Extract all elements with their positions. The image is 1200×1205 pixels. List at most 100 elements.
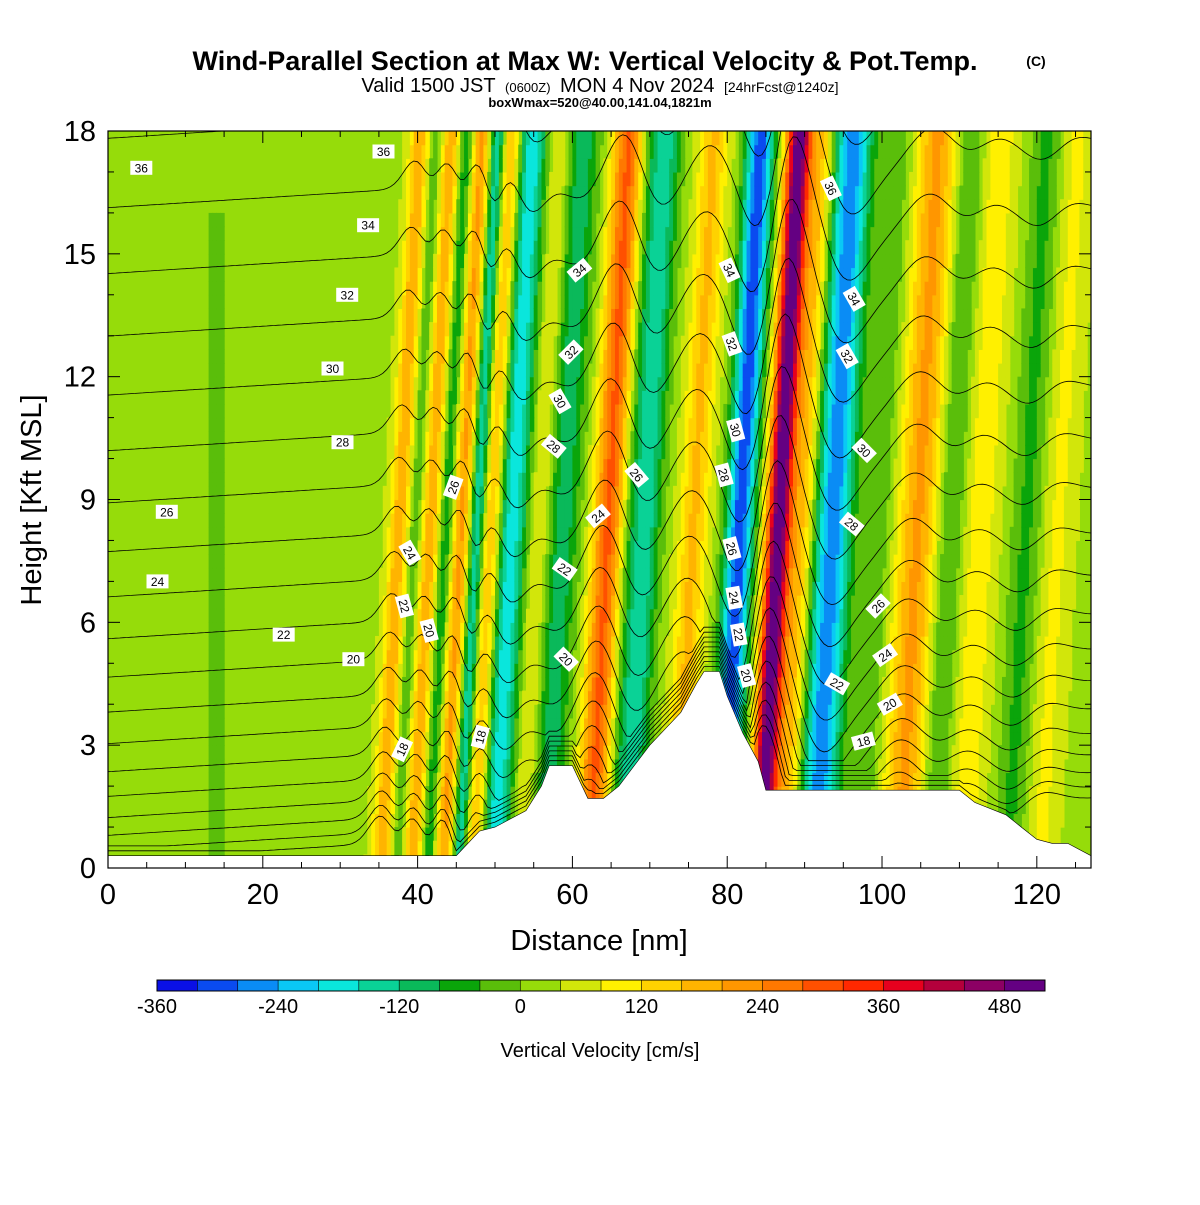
velocity-cell [762,745,767,760]
velocity-cell [595,567,601,582]
velocity-cell [684,444,690,460]
velocity-cell [754,649,759,664]
velocity-cell [553,676,558,692]
velocity-cell [645,294,651,310]
velocity-cell [696,267,701,282]
velocity-cell [653,676,659,692]
velocity-cell [444,458,450,473]
velocity-cell [673,567,678,582]
velocity-cell [642,554,647,569]
velocity-cell [711,158,717,173]
velocity-cell [703,622,709,637]
velocity-cell [413,322,419,337]
velocity-cell [680,663,686,678]
velocity-cell [556,431,562,446]
velocity-cell [467,444,473,460]
velocity-cell [498,417,504,432]
velocity-cell [487,581,492,596]
velocity-cell [467,676,473,692]
velocity-cell [514,281,519,296]
velocity-cell [553,240,558,255]
velocity-cell [533,663,539,678]
velocity-cell [216,417,221,432]
velocity-cell [611,267,616,282]
velocity-cell [467,417,473,432]
velocity-cell [425,485,430,501]
velocity-cell [638,349,643,364]
velocity-cell [762,513,767,528]
velocity-cell [386,472,392,487]
velocity-cell [618,758,624,774]
velocity-cell [688,417,693,432]
velocity-cell [529,199,535,214]
velocity-cell [413,622,419,637]
velocity-cell [731,499,736,514]
velocity-cell [220,663,225,678]
velocity-cell [506,294,512,310]
velocity-cell [684,390,690,405]
velocity-cell [429,786,434,801]
velocity-cell [657,212,663,228]
velocity-cell [638,717,643,733]
velocity-cell [529,144,535,159]
velocity-cell [502,717,508,733]
velocity-cell [483,294,488,310]
velocity-cell [715,403,721,419]
velocity-cell [572,308,577,323]
velocity-cell [433,581,438,596]
velocity-cell [707,322,713,337]
velocity-cell [731,281,736,296]
velocity-cell [413,458,419,473]
velocity-cell [680,458,686,473]
velocity-cell [533,144,539,159]
velocity-cell [406,444,411,460]
velocity-cell [448,444,454,460]
velocity-cell [440,554,446,569]
velocity-cell [421,226,426,241]
velocity-cell [545,690,550,705]
velocity-cell [382,799,388,815]
velocity-cell [564,212,570,228]
velocity-cell [553,267,558,282]
velocity-cell [425,472,430,487]
velocity-cell [568,363,574,378]
velocity-cell [607,349,612,364]
velocity-cell [700,513,705,528]
velocity-cell [498,444,504,460]
velocity-cell [479,485,484,501]
velocity-cell [518,799,523,815]
velocity-cell [607,226,612,241]
velocity-cell [758,635,763,651]
velocity-cell [456,267,461,282]
velocity-cell [421,717,426,733]
velocity-cell [653,690,659,705]
velocity-cell [382,635,388,651]
velocity-cell [576,458,581,473]
velocity-cell [727,131,732,146]
velocity-cell [723,212,728,228]
velocity-cell [549,253,554,269]
velocity-cell [464,131,469,146]
velocity-cell [587,131,593,146]
velocity-cell [371,786,376,801]
velocity-cell [452,281,457,296]
velocity-cell [436,772,442,787]
velocity-cell [684,363,690,378]
velocity-cell [653,281,659,296]
velocity-cell [471,199,477,214]
velocity-cell [738,513,744,528]
velocity-cell [765,458,771,473]
velocity-cell [762,526,767,542]
velocity-cell [758,745,763,760]
velocity-cell [378,840,384,855]
velocity-cell [560,322,566,337]
velocity-cell [394,281,399,296]
velocity-cell [642,458,647,473]
velocity-cell [212,472,217,487]
velocity-cell [440,199,446,214]
velocity-cell [614,663,620,678]
velocity-cell [479,458,484,473]
velocity-cell [487,731,492,746]
velocity-cell [467,827,473,842]
velocity-cell [425,526,430,542]
